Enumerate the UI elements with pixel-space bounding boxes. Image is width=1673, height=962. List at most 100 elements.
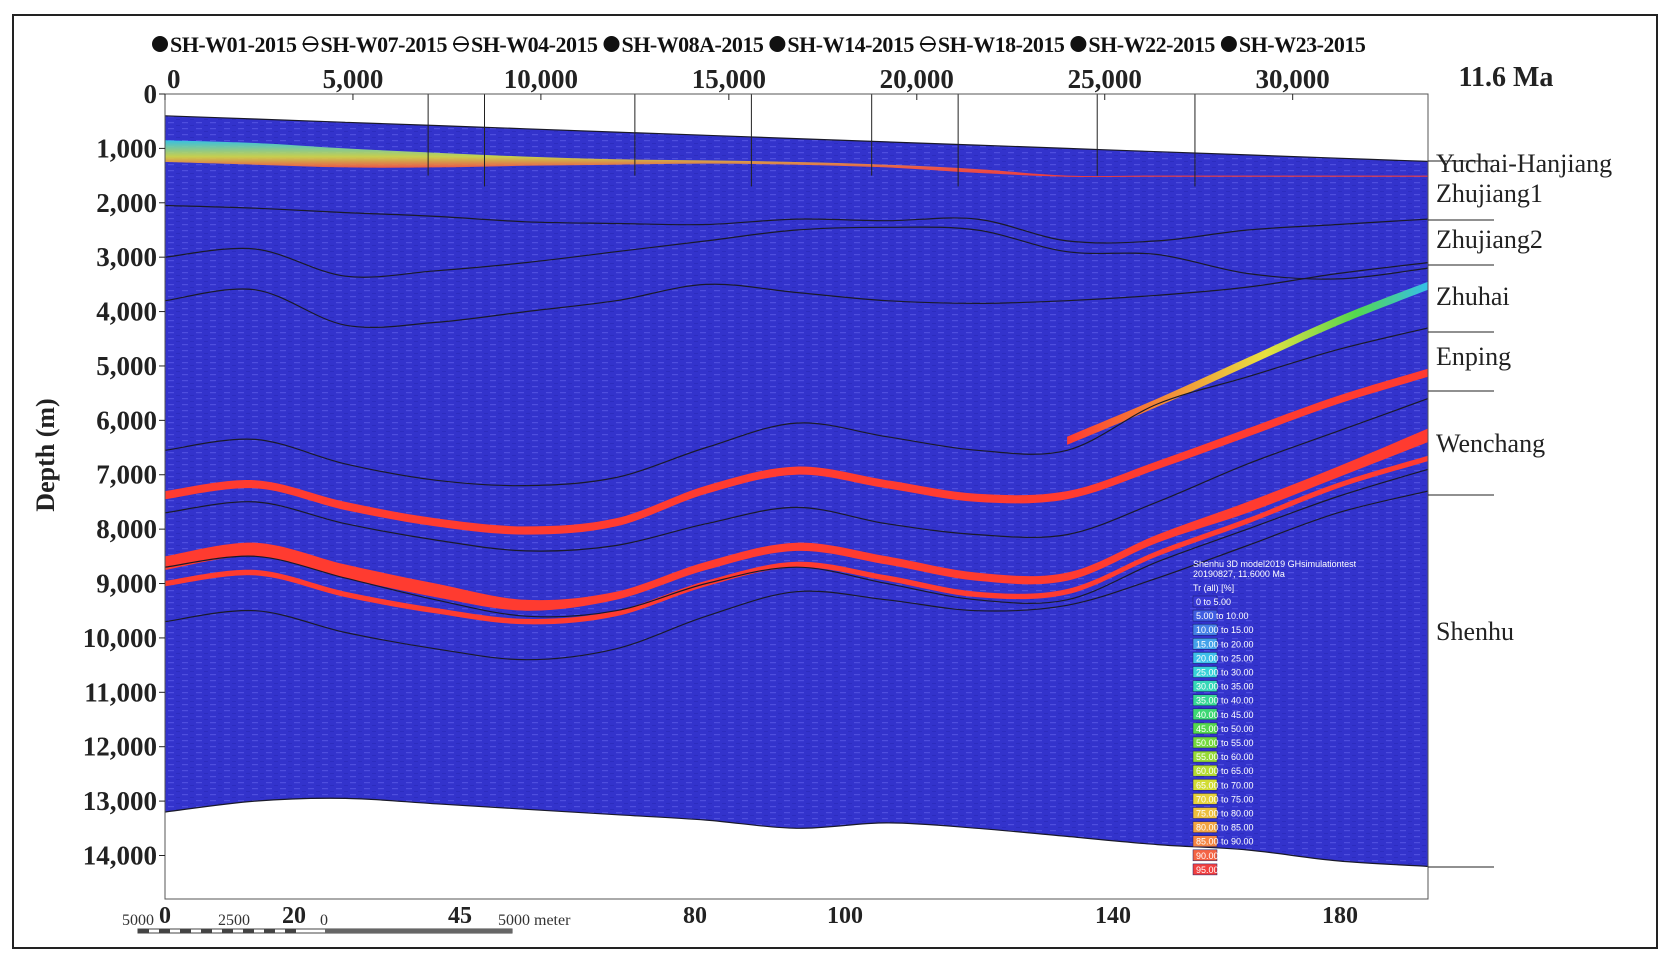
y-axis-tick-label: 6,000 (96, 405, 157, 435)
bottom-axis-tick-label: 100 (827, 903, 863, 929)
colorbar-swatch (1192, 736, 1218, 749)
colorbar-class-label: 5.00 to 10.00 (1196, 611, 1249, 621)
shallow-layer (165, 140, 1428, 177)
formation-label: Enping (1436, 342, 1511, 371)
colorbar-swatch (1192, 694, 1218, 706)
top-axis-tick-label: 15,000 (692, 64, 766, 94)
bottom-axis-tick-label: 140 (1095, 903, 1131, 929)
top-axis-tick-label: 25,000 (1068, 64, 1142, 94)
colorbar-class-label: 75.00 to 80.00 (1196, 809, 1254, 819)
colorbar-class-label: 65.00 to 70.00 (1196, 780, 1254, 790)
boundary-line (164, 468, 1429, 618)
y-axis-tick-label: 0 (144, 79, 158, 109)
formation-label: Shenhu (1436, 617, 1514, 646)
colorbar-unit: Tr (all) [%] (1193, 583, 1234, 593)
scale-bar-label: 5000 (122, 912, 154, 929)
colorbar-swatch (1192, 835, 1218, 847)
scale-bar-label: 5000 meter (498, 912, 571, 929)
scale-bar-segment (159, 929, 170, 933)
colorbar-swatch (1192, 779, 1218, 791)
bottom-axis-tick-label: 20 (282, 903, 306, 929)
formation-label: Zhuhai (1436, 282, 1510, 311)
top-axis-tick-label: 30,000 (1256, 64, 1330, 94)
colorbar-class-label: 90.00 to 95.00 (1196, 851, 1254, 861)
boundary-line (164, 797, 1429, 867)
colorbar-swatch (1192, 666, 1218, 678)
y-axis-tick-label: 14,000 (83, 840, 157, 870)
colorbar-swatch (1192, 680, 1218, 692)
colorbar-swatch (1192, 821, 1218, 833)
boundary-line (164, 115, 1429, 162)
well-tracks (427, 94, 1196, 187)
formation-label: Wenchang (1436, 429, 1545, 458)
bottom-axis-tick-label: 45 (448, 903, 472, 929)
colorbar-class-label: 80.00 to 85.00 (1196, 823, 1254, 833)
boundary-line (164, 204, 1429, 244)
colorbar-swatch (1192, 595, 1218, 608)
colorbar-swatch (1192, 807, 1218, 819)
colorbar-swatch (1192, 863, 1218, 876)
well-legend-label: SH-W07-2015 (321, 32, 448, 57)
colorbar-title: 20190827, 11.6000 Ma (1193, 569, 1285, 579)
colorbar-class-label: 35.00 to 40.00 (1196, 696, 1254, 706)
top-axis-tick-label: 20,000 (880, 64, 954, 94)
bottom-axis-tick-label: 180 (1322, 903, 1358, 929)
y-axis-tick-label: 1,000 (96, 133, 157, 163)
top-axis-tick-label: 10,000 (504, 64, 578, 94)
y-axis-tick-label: 7,000 (96, 460, 157, 490)
scale-bar-segment (325, 929, 512, 933)
figure-frame (12, 14, 1658, 949)
boundary-line (164, 262, 1429, 329)
well-symbol-filled-icon (603, 36, 620, 52)
lithology-texture (165, 115, 1428, 867)
well-legend-label: SH-W14-2015 (787, 32, 914, 57)
well-symbol-filled-icon (1220, 36, 1237, 52)
colorbar-swatch (1192, 750, 1218, 763)
y-axis-label: Depth (m) (31, 398, 60, 511)
boundary-lines (164, 115, 1429, 867)
boundary-line (164, 490, 1429, 661)
colorbar-class-label: 45.00 to 50.00 (1196, 724, 1254, 734)
colorbar-swatch (1192, 849, 1218, 862)
axes: 0 5,000 10,000 15,000 20,000 25,000 30,000 0 1,0… (83, 64, 1429, 929)
colorbar-class-label: 40.00 to 45.00 (1196, 710, 1254, 720)
boundary-line (164, 327, 1429, 487)
boundary-line (164, 398, 1429, 552)
formation-label: Zhujiang2 (1436, 225, 1543, 254)
well-legend-label: SH-W08A-2015 (622, 32, 764, 57)
colorbar-class-label: 10.00 to 15.00 (1196, 625, 1254, 635)
scale-bar-segment (180, 929, 191, 933)
formation-label: Zhujiang1 (1436, 179, 1543, 208)
colorbar-swatch (1192, 638, 1218, 650)
well-symbol-filled-icon (152, 36, 168, 52)
colorbar-swatch (1192, 652, 1218, 664)
boundary-line (164, 226, 1429, 280)
y-axis-tick-label: 2,000 (96, 188, 157, 218)
colorbar-swatch (1192, 623, 1218, 636)
well-legend-label: SH-W22-2015 (1088, 32, 1215, 57)
bottom-axis-tick-label: 0 (159, 903, 171, 929)
y-axis-tick-label: 10,000 (83, 623, 157, 653)
scale-bar-segment (264, 929, 275, 933)
y-axis-tick-label: 4,000 (96, 297, 157, 327)
colorbar-title: Shenhu 3D model2019 GHsimulationtest (1193, 559, 1357, 569)
formation-label: Yuchai-Hanjiang (1436, 149, 1612, 178)
well-legend-label: SH-W04-2015 (471, 32, 598, 57)
well-legend-label: SH-W01-2015 (170, 32, 297, 57)
colorbar-swatch (1192, 708, 1218, 721)
y-axis-tick-label: 12,000 (83, 732, 157, 762)
colorbar-class-label: 85.00 to 90.00 (1196, 837, 1254, 847)
bottom-axis-tick-label: 80 (683, 903, 707, 929)
y-axis-tick-label: 13,000 (83, 786, 157, 816)
scale-bar-segment (222, 929, 233, 933)
colorbar-class-label: 70.00 to 75.00 (1196, 794, 1254, 804)
colorbar-class-label: 60.00 to 65.00 (1196, 766, 1254, 776)
y-axis-tick-label: 8,000 (96, 514, 157, 544)
scale-bar-segment (285, 929, 296, 933)
colorbar-swatch (1192, 793, 1218, 805)
colorbar-swatch (1192, 722, 1218, 735)
colorbar-legend: Shenhu 3D model2019 GHsimulationtest2019… (1192, 559, 1357, 876)
well-legend-label: SH-W18-2015 (938, 32, 1065, 57)
